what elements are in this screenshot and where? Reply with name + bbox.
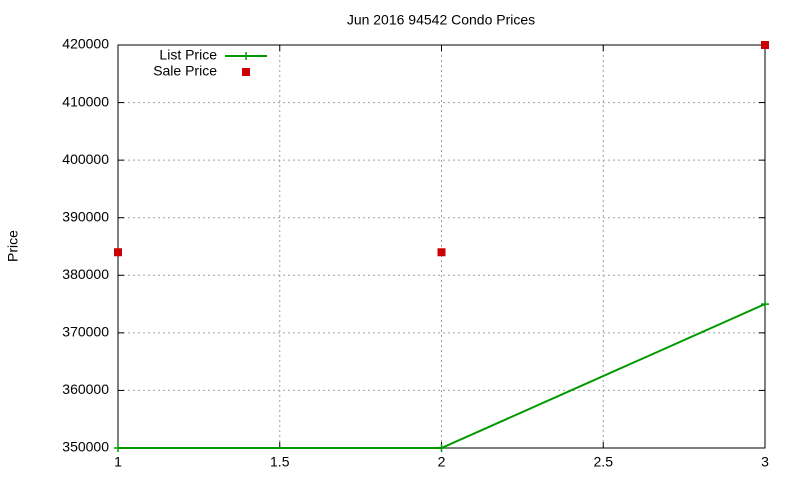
x-tick-label: 2.5	[594, 454, 614, 470]
y-tick-label: 380000	[62, 266, 109, 282]
y-tick-label: 370000	[62, 324, 109, 340]
chart-title: Jun 2016 94542 Condo Prices	[347, 12, 535, 28]
point	[114, 444, 122, 452]
y-tick-label: 350000	[62, 439, 109, 455]
legend-label: Sale Price	[153, 63, 217, 79]
y-tick-label: 410000	[62, 93, 109, 109]
x-tick-label: 3	[761, 454, 769, 470]
legend-marker	[242, 52, 250, 60]
x-tick-label: 1.5	[270, 454, 290, 470]
y-tick-label: 390000	[62, 208, 109, 224]
point	[761, 300, 769, 309]
point	[761, 41, 769, 49]
y-tick-label: 360000	[62, 381, 109, 397]
legend-label: List Price	[159, 47, 217, 63]
x-tick-label: 2	[438, 454, 446, 470]
y-tick-label: 400000	[62, 151, 109, 167]
legend-marker	[242, 68, 250, 76]
x-tick-label: 1	[114, 454, 122, 470]
point	[437, 248, 446, 257]
point	[114, 248, 122, 257]
y-axis-label: Price	[5, 230, 21, 262]
point	[437, 444, 446, 452]
y-tick-label: 420000	[62, 36, 109, 52]
